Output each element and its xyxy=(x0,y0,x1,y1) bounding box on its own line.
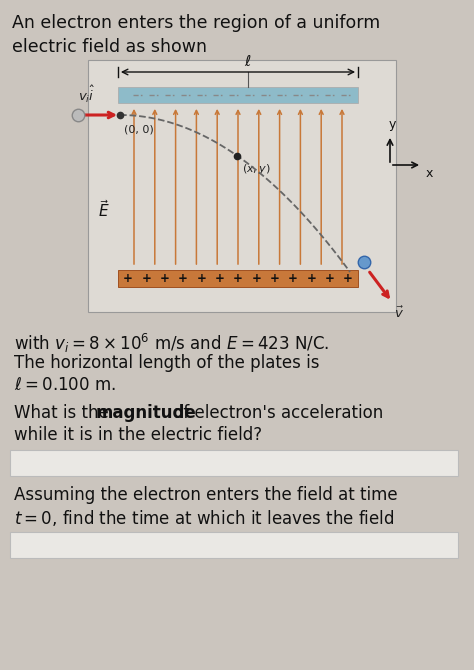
Text: +: + xyxy=(343,272,353,285)
Text: electric field as shown: electric field as shown xyxy=(12,38,207,56)
Text: $v_i\hat{i}$: $v_i\hat{i}$ xyxy=(78,84,95,105)
Bar xyxy=(10,450,458,476)
Text: with $v_i = 8 \times 10^6$ m/s and $E = 423$ N/C.: with $v_i = 8 \times 10^6$ m/s and $E = … xyxy=(14,332,329,355)
Text: $\vec{E}$: $\vec{E}$ xyxy=(98,200,110,220)
Text: $(x, y)$: $(x, y)$ xyxy=(242,161,271,176)
Text: while it is in the electric field?: while it is in the electric field? xyxy=(14,426,262,444)
Bar xyxy=(88,60,396,312)
Text: +: + xyxy=(270,272,280,285)
Text: +: + xyxy=(306,272,316,285)
Text: The horizontal length of the plates is: The horizontal length of the plates is xyxy=(14,354,319,372)
Text: (0, 0): (0, 0) xyxy=(124,125,154,135)
Bar xyxy=(10,532,458,558)
Text: +: + xyxy=(178,272,188,285)
Text: y: y xyxy=(388,118,396,131)
Text: +: + xyxy=(233,272,243,285)
Text: +: + xyxy=(325,272,335,285)
Text: +: + xyxy=(288,272,298,285)
Text: +: + xyxy=(196,272,206,285)
Text: of electron's acceleration: of electron's acceleration xyxy=(168,404,383,422)
Text: +: + xyxy=(141,272,151,285)
Text: An electron enters the region of a uniform: An electron enters the region of a unifo… xyxy=(12,14,380,32)
Text: magnitude: magnitude xyxy=(96,404,197,422)
Text: +: + xyxy=(160,272,170,285)
Text: +: + xyxy=(251,272,261,285)
Text: $\vec{v}$: $\vec{v}$ xyxy=(394,306,404,322)
Bar xyxy=(118,270,358,287)
Text: +: + xyxy=(215,272,225,285)
Text: +: + xyxy=(123,272,133,285)
Text: Assuming the electron enters the field at time: Assuming the electron enters the field a… xyxy=(14,486,398,504)
Text: x: x xyxy=(426,167,433,180)
Text: $\ell = 0.100$ m.: $\ell = 0.100$ m. xyxy=(14,376,116,394)
Text: $t = 0$, find the time at which it leaves the field: $t = 0$, find the time at which it leave… xyxy=(14,508,394,528)
Text: What is the: What is the xyxy=(14,404,114,422)
Bar xyxy=(118,87,358,103)
Text: $\ell$: $\ell$ xyxy=(244,54,252,69)
